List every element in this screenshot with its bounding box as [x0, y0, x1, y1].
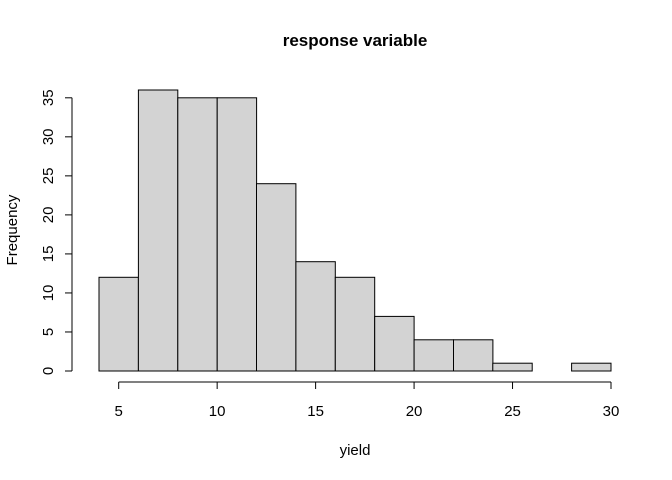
chart-title: response variable: [283, 31, 428, 50]
histogram-bar: [334, 276, 376, 372]
histogram-bar: [571, 362, 612, 372]
y-tick-label: 30: [40, 128, 57, 145]
histogram-bar: [137, 89, 179, 372]
x-axis: 5 10 15 20 25 30: [115, 381, 620, 420]
histogram-bar: [256, 183, 297, 372]
x-tick-label: 5: [115, 403, 123, 420]
x-tick-label: 10: [209, 403, 226, 420]
y-tick-label: 10: [40, 285, 57, 302]
y-tick-label: 35: [40, 89, 57, 106]
y-tick-label: 25: [40, 168, 57, 185]
histogram-bar: [177, 97, 218, 372]
x-axis-label: yield: [340, 442, 371, 459]
y-axis: 0 5 10 15 20 25 30 35: [40, 89, 73, 375]
y-tick-label: 15: [40, 246, 57, 263]
histogram-bar: [216, 97, 258, 372]
histogram-bar: [453, 339, 494, 372]
y-tick-label: 0: [40, 367, 57, 375]
bars-group: [98, 89, 612, 372]
x-tick-label: 20: [406, 403, 423, 420]
histogram-bar: [98, 276, 139, 372]
x-tick-label: 15: [307, 403, 324, 420]
histogram-bar: [413, 339, 455, 372]
x-tick-label: 25: [504, 403, 521, 420]
y-tick-label: 5: [40, 328, 57, 336]
y-axis-label: Frequency: [4, 194, 21, 265]
histogram-bar: [374, 315, 415, 372]
histogram-bar: [492, 362, 533, 372]
x-tick-label: 30: [603, 403, 620, 420]
y-tick-label: 20: [40, 207, 57, 224]
histogram-bar: [295, 261, 336, 372]
